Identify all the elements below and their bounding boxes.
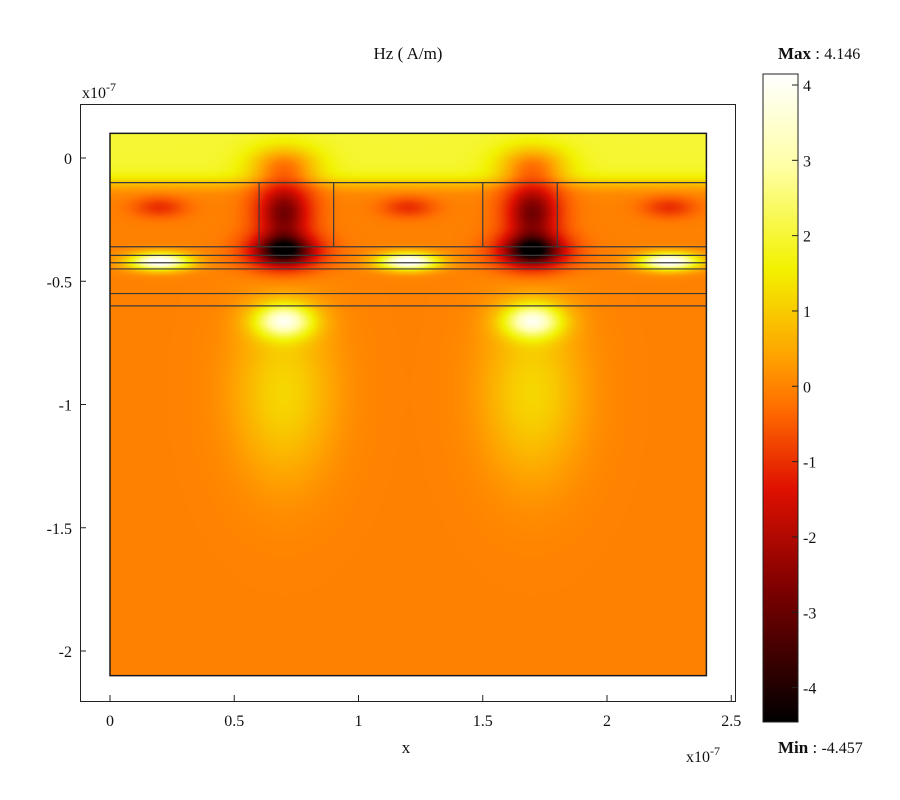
colorbar-tick-label: 1 [803, 304, 811, 321]
x-tick-label: 0.5 [224, 713, 244, 730]
y-tick-label: 0 [64, 151, 72, 168]
x-exponent-label: x10-7 [686, 744, 720, 766]
colorbar-tick-label: 4 [803, 78, 811, 95]
x-tick-label: 2.5 [721, 713, 741, 730]
y-tick-label: -1.5 [47, 521, 72, 538]
x-tick-label: 0 [106, 713, 114, 730]
x-axis-label: x [402, 738, 411, 757]
colorbar-max: Max : 4.146 [778, 44, 860, 63]
colorbar-tick-label: -1 [803, 455, 816, 472]
y-tick-label: -1 [59, 398, 72, 415]
y-exponent-label: x10-7 [82, 80, 116, 102]
colorbar-min: Min : -4.457 [778, 738, 863, 757]
x-tick-label: 1.5 [473, 713, 493, 730]
x-tick-label: 1 [355, 713, 363, 730]
y-tick-label: -0.5 [47, 274, 72, 291]
y-tick-label: -2 [59, 644, 72, 661]
colorbar-ticks: 4 3 2 1 0 -1 -2 -3 -4 [792, 78, 816, 698]
chart-title: Hz ( A/m) [374, 44, 443, 63]
colorbar-tick-label: -4 [803, 681, 816, 698]
colorbar-tick-label: -2 [803, 530, 816, 547]
colorbar-tick-label: -3 [803, 605, 816, 622]
colorbar-tick-label: 0 [803, 379, 811, 396]
colorbar-tick-label: 2 [803, 229, 811, 246]
colorbar [762, 73, 799, 723]
y-axis-ticks: 0 -0.5 -1 -1.5 -2 [47, 151, 86, 661]
x-tick-label: 2 [603, 713, 611, 730]
heatmap-field [110, 133, 707, 676]
colorbar-tick-label: 3 [803, 153, 811, 170]
domain-border [109, 132, 708, 677]
x-axis-ticks: 0 0.5 1 1.5 2 2.5 [106, 695, 741, 730]
structure-lines [110, 182, 707, 307]
